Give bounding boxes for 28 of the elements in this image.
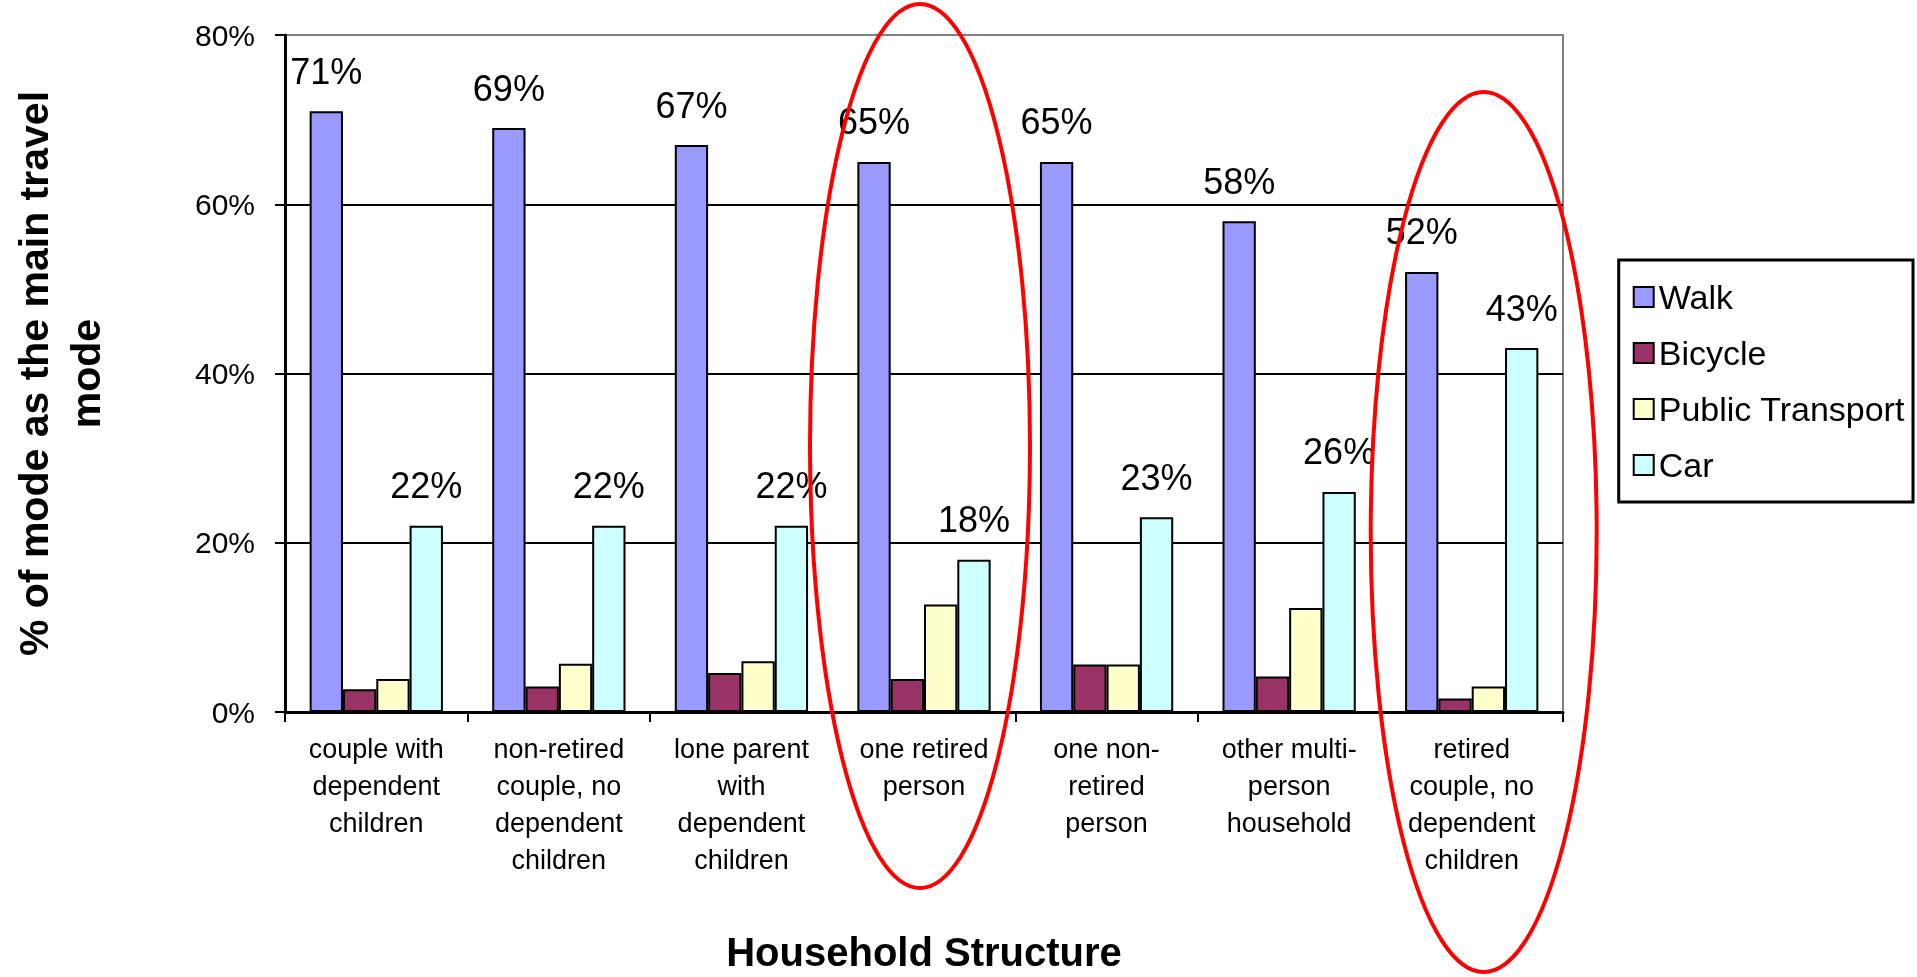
legend-label: Public Transport: [1658, 390, 1905, 428]
data-label: 69%: [472, 67, 545, 109]
data-label: 67%: [655, 84, 728, 126]
x-tick-label: couple with dependent children: [308, 733, 444, 838]
x-axis-title: Household Structure: [726, 930, 1122, 974]
legend-label: Bicycle: [1658, 334, 1767, 372]
data-label: 71%: [290, 50, 363, 92]
x-tick-label: one retired person: [859, 733, 989, 801]
data-label: 58%: [1203, 160, 1276, 202]
x-tick-label: lone parent with dependent children: [673, 733, 810, 875]
data-label: 18%: [937, 499, 1011, 541]
x-tick-label: other multi-person household: [1221, 733, 1357, 838]
x-tick-label: non-retired couple, no dependent children: [493, 733, 625, 875]
legend-label: Car: [1658, 446, 1714, 484]
data-label: 22%: [390, 465, 463, 507]
y-tick-label: 60%: [194, 187, 255, 221]
legend-label: Walk: [1658, 278, 1735, 316]
y-tick-label: 20%: [194, 526, 255, 560]
y-tick-label: 0%: [211, 695, 255, 729]
data-label: 65%: [1020, 101, 1093, 143]
y-axis-title: % of mode as the main travel mode: [11, 90, 109, 657]
x-tick-label: retired couple, no dependent children: [1407, 733, 1537, 875]
x-tick-label: one non-retired person: [1053, 733, 1160, 838]
y-tick-label: 40%: [194, 357, 255, 390]
data-label: 43%: [1485, 287, 1558, 329]
y-tick-label: 80%: [194, 18, 255, 52]
data-label: 23%: [1120, 456, 1193, 498]
data-label: 22%: [572, 465, 645, 507]
